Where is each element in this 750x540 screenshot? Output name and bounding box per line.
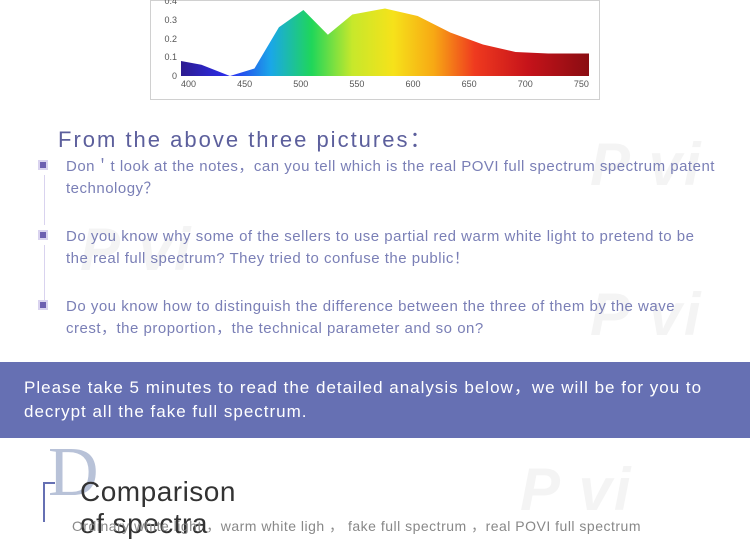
x-tick-label: 700 — [518, 79, 533, 93]
square-bullet-icon — [38, 300, 48, 310]
x-tick-label: 400 — [181, 79, 196, 93]
x-tick-label: 650 — [462, 79, 477, 93]
spectrum-chart: 0.40.30.20.10 — [181, 1, 589, 76]
section-d: D Comparison of spectra Ordinary white l… — [48, 438, 99, 508]
spectrum-curve-mask — [181, 1, 589, 76]
y-tick-label: 0.1 — [164, 52, 181, 62]
x-tick-label: 500 — [293, 79, 308, 93]
question-list: Don＇t look at the notes，can you tell whi… — [38, 156, 720, 366]
x-tick-label: 750 — [574, 79, 589, 93]
question-text: Do you know why some of the sellers to u… — [66, 228, 694, 267]
cta-banner: Please take 5 minutes to read the detail… — [0, 362, 750, 438]
spectrum-chart-container: 0.40.30.20.10 400450500550600650700750 — [150, 0, 600, 100]
x-axis: 400 450 500 550 600 650 700 750 — [181, 79, 589, 93]
x-tick-label: 450 — [237, 79, 252, 93]
x-tick-label: 600 — [406, 79, 421, 93]
question-text: Don＇t look at the notes，can you tell whi… — [66, 158, 715, 197]
question-item: Do you know how to distinguish the diffe… — [38, 296, 720, 340]
question-item: Do you know why some of the sellers to u… — [38, 226, 720, 270]
section-bracket — [43, 482, 55, 522]
y-tick-label: 0.4 — [164, 0, 181, 6]
question-text: Do you know how to distinguish the diffe… — [66, 298, 675, 337]
y-tick-label: 0.2 — [164, 34, 181, 44]
watermark: P vi — [520, 455, 633, 524]
square-bullet-icon — [38, 160, 48, 170]
section-heading: From the above three pictures： — [58, 122, 433, 154]
question-item: Don＇t look at the notes，can you tell whi… — [38, 156, 720, 200]
square-bullet-icon — [38, 230, 48, 240]
x-tick-label: 550 — [349, 79, 364, 93]
y-tick-label: 0 — [172, 71, 181, 81]
section-subtitle: Ordinary white light ，warm white ligh ， … — [72, 516, 641, 536]
y-tick-label: 0.3 — [164, 15, 181, 25]
